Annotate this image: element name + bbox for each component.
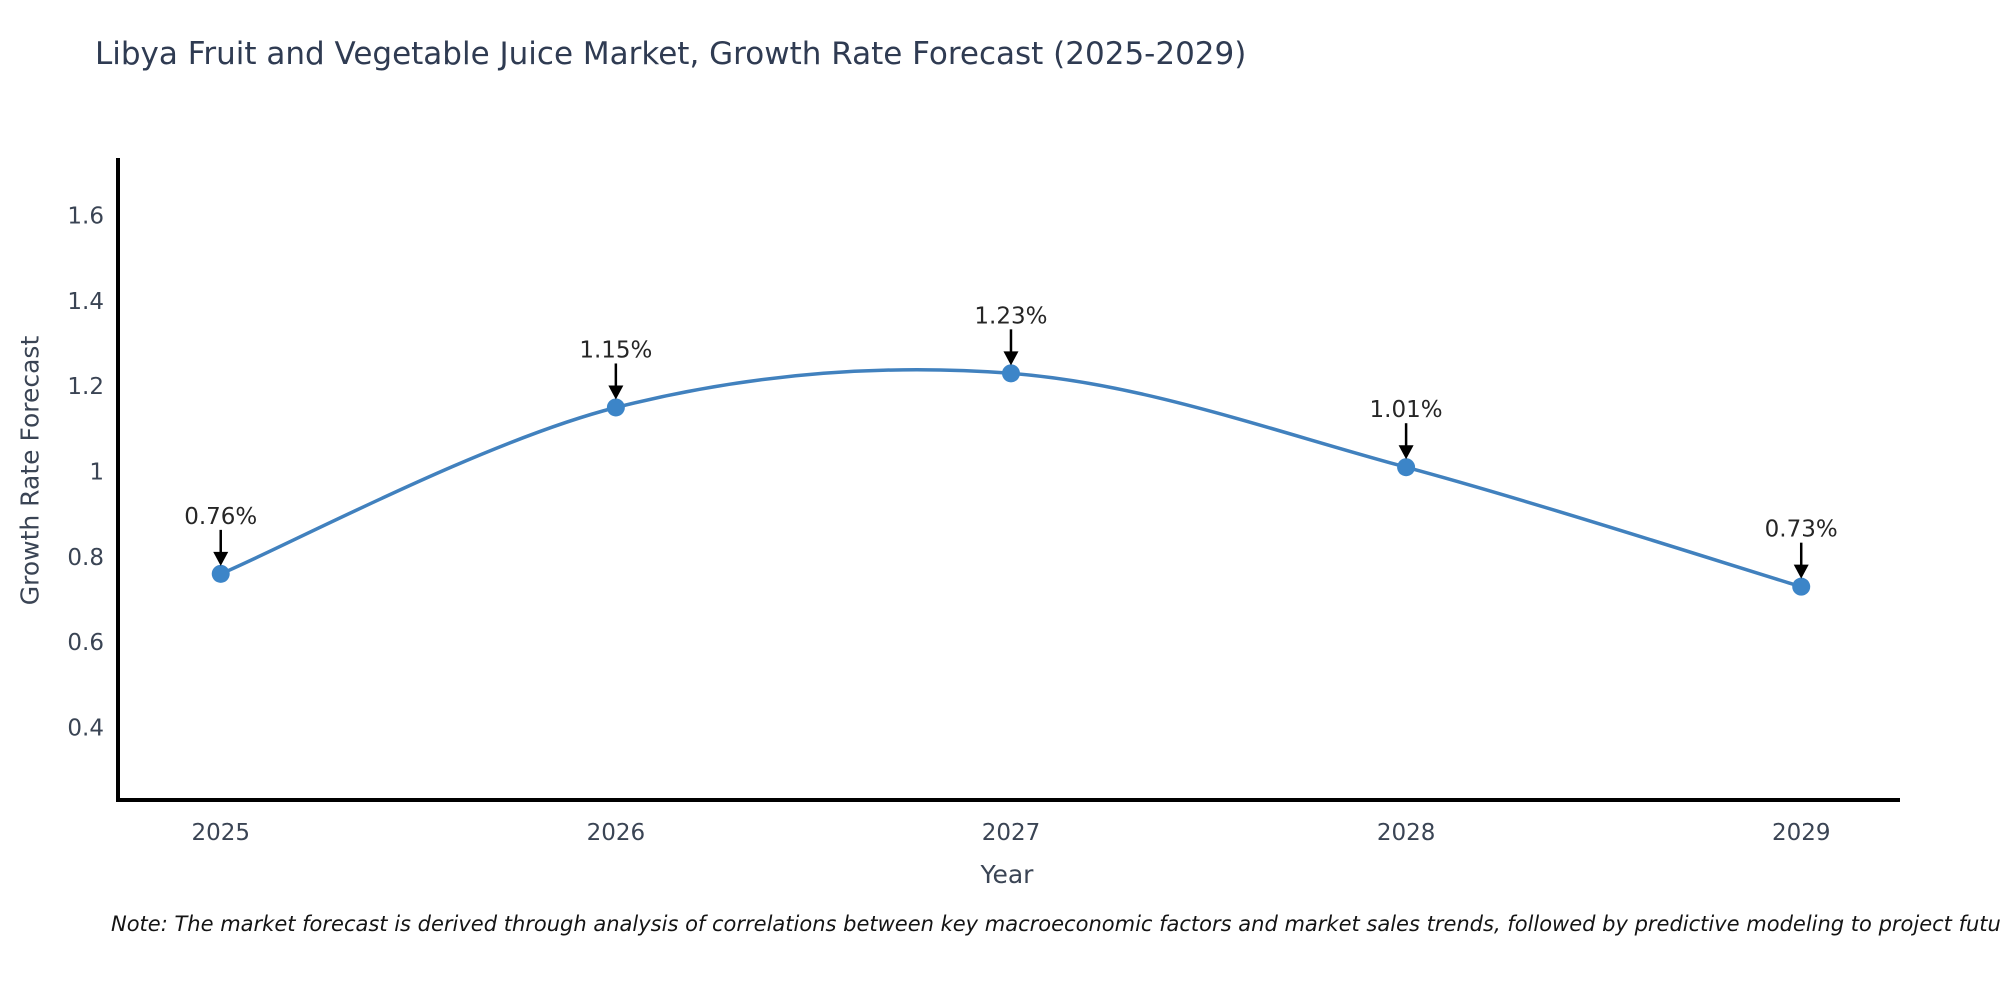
data-point-marker <box>1001 364 1020 383</box>
chart-title: Libya Fruit and Vegetable Juice Market, … <box>95 36 1247 72</box>
annotation-arrowhead-icon <box>1398 445 1414 460</box>
y-tick-label: 1.2 <box>67 374 104 400</box>
data-point-label: 1.01% <box>1370 397 1443 423</box>
y-tick-label: 1.4 <box>67 289 104 315</box>
data-point-marker <box>606 398 625 417</box>
x-tick-label: 2028 <box>1377 820 1436 846</box>
y-tick-label: 1 <box>89 459 104 485</box>
x-axis-title: Year <box>980 860 1034 889</box>
x-tick-label: 2029 <box>1772 820 1831 846</box>
y-tick-label: 0.4 <box>67 715 104 741</box>
x-tick-label: 2027 <box>982 820 1041 846</box>
data-point-marker <box>1792 577 1811 596</box>
data-point-label: 1.23% <box>974 303 1047 329</box>
x-tick-label: 2026 <box>587 820 646 846</box>
annotation-arrowhead-icon <box>1793 564 1809 579</box>
annotation-arrowhead-icon <box>608 385 624 400</box>
forecast-line <box>218 367 1803 589</box>
annotation-arrowhead-icon <box>213 551 229 566</box>
y-tick-label: 0.8 <box>67 545 104 571</box>
data-point-marker <box>1397 458 1416 477</box>
data-point-label: 1.15% <box>579 337 652 363</box>
y-tick-label: 1.6 <box>67 203 104 229</box>
data-point-label: 0.73% <box>1765 517 1838 543</box>
y-tick-label: 0.6 <box>67 630 104 656</box>
data-point-marker <box>211 564 230 583</box>
annotation-arrowhead-icon <box>1003 351 1019 366</box>
x-tick-label: 2025 <box>191 820 250 846</box>
data-point-label: 0.76% <box>184 504 257 530</box>
footnote-text: Note: The market forecast is derived thr… <box>111 912 2000 936</box>
